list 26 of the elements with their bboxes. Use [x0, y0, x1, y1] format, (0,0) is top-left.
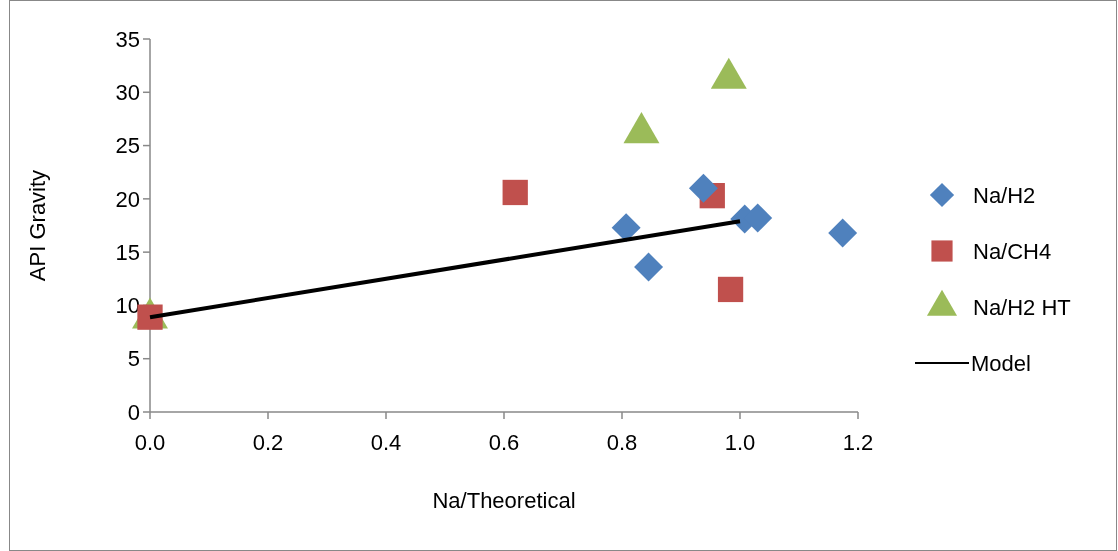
point — [502, 179, 528, 206]
point — [828, 218, 858, 248]
y-tick-label: 35 — [115, 26, 140, 52]
x-tick-label: 0.6 — [488, 430, 520, 455]
legend-label: Model — [971, 350, 1031, 376]
x-tick-label: 1.0 — [724, 430, 756, 455]
legend-label: Na/CH4 — [973, 238, 1052, 264]
x-tick-label: 1.2 — [842, 430, 874, 455]
x-tick-label: 0.2 — [252, 430, 284, 455]
y-tick-label: 5 — [127, 346, 140, 372]
x-tick-label: 0.0 — [134, 430, 166, 455]
y-tick-label: 15 — [115, 239, 140, 265]
y-tick-label: 10 — [115, 293, 140, 319]
x-tick-label: 0.8 — [606, 430, 638, 455]
y-tick-label: 30 — [115, 79, 140, 105]
point — [717, 276, 744, 303]
legend-label: Na/H2 HT — [973, 294, 1071, 320]
point — [634, 252, 664, 282]
y-tick-label: 0 — [127, 399, 140, 425]
x-axis-title: Na/Theoretical — [432, 488, 576, 513]
y-tick-label: 20 — [115, 186, 140, 212]
y-tick-label: 25 — [115, 133, 140, 159]
y-axis-title: API Gravity — [25, 169, 50, 282]
legend-label: Na/H2 — [973, 182, 1036, 208]
x-tick-label: 0.4 — [370, 430, 402, 455]
point — [688, 173, 718, 203]
